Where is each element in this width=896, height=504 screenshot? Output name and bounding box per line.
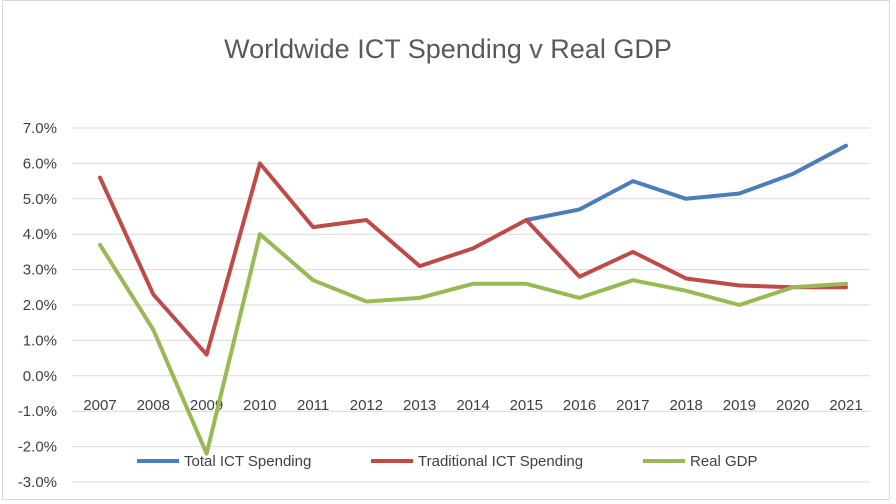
legend-label: Real GDP [690, 453, 758, 470]
y-tick-label: 2.0% [23, 297, 57, 314]
x-tick-label: 2020 [776, 397, 809, 414]
x-tick-label: 2007 [83, 397, 116, 414]
y-axis-ticks: 7.0% 6.0% 5.0% 4.0% 3.0% 2.0% 1.0% 0.0% -1.0% -2.… [18, 120, 57, 491]
x-tick-label: 2015 [510, 397, 543, 414]
x-tick-label: 2013 [403, 397, 436, 414]
x-tick-label: 2017 [616, 397, 649, 414]
chart-title: Worldwide ICT Spending v Real GDP [224, 34, 672, 64]
series-layer [98, 143, 848, 456]
y-tick-label: 6.0% [23, 155, 57, 172]
y-tick-label: -2.0% [18, 439, 57, 456]
x-tick-label: 2016 [563, 397, 596, 414]
x-tick-label: 2011 [297, 397, 329, 414]
series-line-2 [98, 161, 848, 357]
x-tick-label: 2010 [243, 397, 276, 414]
y-tick-label: -1.0% [18, 403, 57, 420]
y-tick-label: -3.0% [18, 474, 57, 491]
y-tick-label: 3.0% [23, 262, 57, 279]
x-tick-label: 2009 [190, 397, 223, 414]
y-tick-label: 7.0% [23, 120, 57, 137]
legend-label: Total ICT Spending [184, 453, 311, 470]
y-tick-label: 5.0% [23, 191, 57, 208]
y-tick-label: 1.0% [23, 332, 57, 349]
y-tick-label: 4.0% [23, 226, 57, 243]
series-line-1 [524, 143, 848, 222]
x-tick-label: 2014 [456, 397, 489, 414]
x-axis-ticks: 2007 2008 2009 2010 2011 2012 2013 2014 2015 2016… [83, 397, 862, 414]
series-line-3 [98, 232, 848, 456]
x-tick-label: 2019 [723, 397, 756, 414]
x-tick-label: 2012 [350, 397, 383, 414]
legend-label: Traditional ICT Spending [418, 453, 583, 470]
x-tick-label: 2021 [829, 397, 862, 414]
x-tick-label: 2018 [669, 397, 702, 414]
y-tick-label: 0.0% [23, 368, 57, 385]
x-tick-label: 2008 [137, 397, 170, 414]
legend: Total ICT Spending Traditional ICT Spendi… [137, 453, 758, 470]
grid-layer [72, 127, 870, 483]
